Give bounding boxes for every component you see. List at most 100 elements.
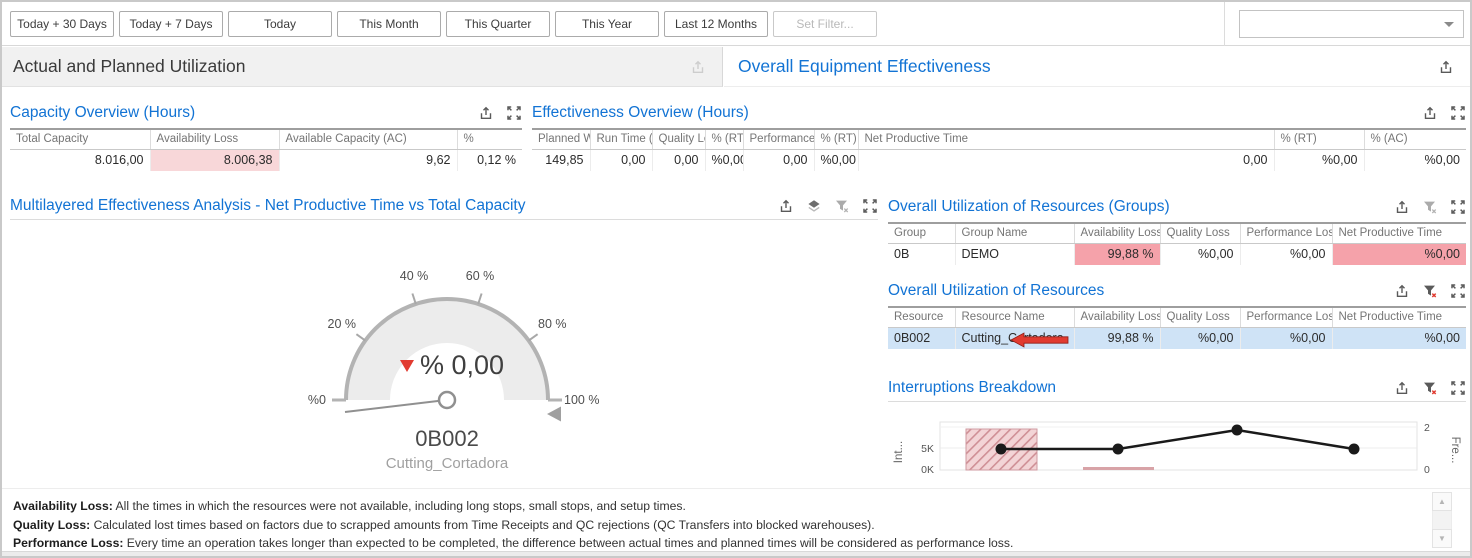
filter-clear-icon[interactable] [1422, 199, 1438, 215]
expand-icon[interactable] [1450, 283, 1466, 299]
tick-label-20: 20 % [328, 317, 357, 331]
left-tick-5k: 5K [921, 443, 934, 455]
frequency-point[interactable] [1231, 424, 1243, 436]
scroll-up-button[interactable]: ▲ [1432, 492, 1452, 511]
cell-quality-loss: %0,00 [1160, 327, 1241, 349]
left-tick-0k: 0K [921, 464, 934, 476]
scroll-down-button[interactable]: ▼ [1432, 529, 1452, 548]
date-filter-buttons: Today + 30 Days Today + 7 Days Today Thi… [10, 11, 877, 37]
definition-term: Quality Loss: [13, 517, 91, 532]
layers-icon[interactable] [806, 198, 822, 214]
toolbar-divider [1224, 2, 1225, 46]
frequency-point[interactable] [1348, 443, 1360, 455]
date-filter-toolbar: Today + 30 Days Today + 7 Days Today Thi… [2, 2, 1470, 46]
interruptions-panel: Interruptions Breakdown [888, 374, 1466, 488]
gauge-ticks [355, 293, 539, 342]
frequency-point[interactable] [995, 443, 1007, 455]
cell-net-productive-time: %0,00 [1332, 327, 1466, 349]
cell-availability-loss: 8.006,38 [150, 149, 280, 171]
bottom-edge [2, 551, 1470, 556]
column-header: Performance Loss [743, 129, 815, 150]
column-header: % (RT) [705, 129, 744, 150]
loss-definitions: Availability Loss: All the times in whic… [2, 488, 1470, 552]
tick-label-0: %0 [308, 393, 326, 407]
filter-clear-active-icon[interactable] [1422, 380, 1438, 396]
last-12-months-button[interactable]: Last 12 Months [664, 11, 768, 37]
export-icon[interactable] [478, 105, 494, 121]
column-header: Resource Name [955, 307, 1075, 328]
export-icon[interactable] [1422, 105, 1438, 121]
filter-clear-active-icon[interactable] [1422, 283, 1438, 299]
panel-title: Interruptions Breakdown [888, 378, 1057, 396]
cell-planned-work: 149,85 [532, 149, 591, 171]
column-header: Run Time (RT) [590, 129, 653, 150]
table-row[interactable]: 149,85 0,00 0,00 %0,00 0,00 %0,00 0,00 %… [532, 149, 1466, 171]
this-year-button[interactable]: This Year [555, 11, 659, 37]
resources-panel: Overall Utilization of Resources Resourc… [888, 276, 1466, 349]
column-header: Performance Loss [1240, 223, 1333, 244]
export-icon[interactable] [778, 198, 794, 214]
expand-icon[interactable] [1450, 380, 1466, 396]
table-header-row: Planned Work Run Time (RT) Quality Loss … [532, 129, 1466, 150]
cell-quality-pct: %0,00 [705, 149, 744, 171]
panel-title: Overall Utilization of Resources (Groups… [888, 198, 1170, 215]
column-header: Quality Loss [652, 129, 706, 150]
set-filter-button[interactable]: Set Filter... [773, 11, 877, 37]
column-header: Group [888, 223, 956, 244]
resources-utilization-table: Resource Resource Name Availability Loss… [888, 306, 1466, 349]
column-header: % (AC) [1364, 129, 1466, 150]
panel-title: Capacity Overview (Hours) [10, 104, 196, 121]
utilization-gauge-chart: %0 20 % 40 % 60 % 80 % 100 % % 0,00 0B00… [308, 269, 600, 472]
cell-percent: 0,12 % [477, 153, 516, 168]
right-tick-0: 0 [1424, 464, 1430, 476]
right-tick-2: 2 [1424, 422, 1430, 434]
section-actual-planned-utilization[interactable]: Actual and Planned Utilization [2, 47, 723, 87]
expand-icon[interactable] [862, 198, 878, 214]
availability-loss-definition: Availability Loss: All the times in whic… [13, 497, 1470, 516]
expand-icon[interactable] [1450, 105, 1466, 121]
panel-actions [1394, 199, 1466, 215]
export-icon[interactable] [1438, 59, 1454, 75]
today-plus-7-days-button[interactable]: Today + 7 Days [119, 11, 223, 37]
panel-actions [478, 105, 522, 121]
section-overall-equipment-effectiveness[interactable]: Overall Equipment Effectiveness [724, 47, 1470, 87]
export-icon[interactable] [1394, 380, 1410, 396]
table-row[interactable]: 8.016,00 8.006,38 9,62 0,12 % [10, 149, 522, 171]
cell-availability-loss: 99,88 % [1074, 243, 1161, 265]
scrollbar-track[interactable] [1432, 511, 1452, 529]
cell-resource-name: Cutting_Cortadora [955, 327, 1075, 349]
table-row-selected[interactable]: 0B002 Cutting_Cortadora 99,88 % %0,00 %0… [888, 327, 1466, 349]
axis-tick-labels: 5K 0K 2 0 [921, 422, 1430, 476]
gauge-resource-name: Cutting_Cortadora [386, 455, 509, 472]
this-month-button[interactable]: This Month [337, 11, 441, 37]
resource-filter-dropdown[interactable] [1239, 10, 1464, 38]
export-icon[interactable] [690, 59, 706, 75]
panel-title: Overall Utilization of Resources [888, 282, 1105, 299]
tick-label-80: 80 % [538, 317, 567, 331]
frequency-line [1001, 428, 1355, 451]
panel-header: Overall Utilization of Resources [888, 276, 1466, 306]
column-header: Net Productive Time [1332, 307, 1466, 328]
expand-icon[interactable] [1450, 199, 1466, 215]
cell-net-productive-time: 0,00 [858, 149, 1275, 171]
cell-available-capacity: 9,62 [279, 149, 458, 171]
expand-icon[interactable] [506, 105, 522, 121]
gauge-target-pointer [547, 406, 561, 422]
cell-quality-loss: %0,00 [1160, 243, 1241, 265]
export-icon[interactable] [1394, 199, 1410, 215]
interruption-bar-2[interactable] [1083, 467, 1154, 470]
cell-group-name: DEMO [955, 243, 1075, 265]
panel-header: Interruptions Breakdown [888, 374, 1466, 402]
cell-npt-rt-pct: %0,00 [1274, 149, 1365, 171]
filter-clear-icon[interactable] [834, 198, 850, 214]
table-row[interactable]: 0B DEMO 99,88 % %0,00 %0,00 %0,00 [888, 243, 1466, 265]
today-plus-30-days-button[interactable]: Today + 30 Days [10, 11, 114, 37]
column-header: Availability Loss [1074, 223, 1161, 244]
export-icon[interactable] [1394, 283, 1410, 299]
cell-npt-ac-pct: %0,00 [1424, 153, 1460, 168]
frequency-point[interactable] [1112, 443, 1124, 455]
definition-text: All the times in which the resources wer… [112, 499, 686, 513]
today-button[interactable]: Today [228, 11, 332, 37]
this-quarter-button[interactable]: This Quarter [446, 11, 550, 37]
